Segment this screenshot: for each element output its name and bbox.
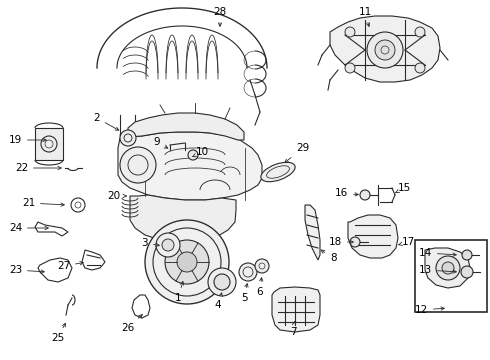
Polygon shape [118, 132, 262, 200]
Text: 6: 6 [257, 278, 263, 297]
Text: 18: 18 [329, 237, 353, 247]
Polygon shape [128, 113, 244, 140]
Text: 20: 20 [107, 191, 126, 201]
Polygon shape [305, 205, 320, 260]
Text: 17: 17 [399, 237, 415, 247]
Text: 5: 5 [241, 284, 248, 303]
Text: 25: 25 [51, 323, 65, 343]
Circle shape [177, 252, 197, 272]
Text: 27: 27 [57, 261, 83, 271]
Text: 1: 1 [175, 282, 184, 303]
Circle shape [462, 250, 472, 260]
Circle shape [442, 262, 454, 274]
Text: 21: 21 [22, 198, 64, 208]
Circle shape [145, 220, 229, 304]
Text: 13: 13 [419, 265, 456, 275]
Circle shape [350, 237, 360, 247]
Circle shape [165, 240, 209, 284]
Circle shape [415, 63, 425, 73]
Text: 15: 15 [395, 183, 411, 193]
Text: 3: 3 [142, 238, 159, 248]
Polygon shape [348, 215, 398, 258]
Text: 24: 24 [9, 223, 49, 233]
Polygon shape [130, 195, 236, 242]
Polygon shape [272, 287, 320, 332]
Text: 23: 23 [9, 265, 44, 275]
Polygon shape [425, 248, 470, 288]
Circle shape [156, 233, 180, 257]
Circle shape [415, 27, 425, 37]
Text: 14: 14 [419, 248, 456, 258]
Circle shape [345, 63, 355, 73]
Circle shape [162, 239, 174, 251]
Circle shape [255, 259, 269, 273]
Circle shape [120, 130, 136, 146]
Circle shape [120, 147, 156, 183]
Text: 7: 7 [290, 321, 296, 337]
Circle shape [345, 27, 355, 37]
Text: 9: 9 [153, 137, 168, 148]
Circle shape [367, 32, 403, 68]
Circle shape [375, 40, 395, 60]
Text: 28: 28 [213, 7, 227, 26]
Text: 22: 22 [15, 163, 61, 173]
Circle shape [188, 150, 198, 160]
Text: 29: 29 [285, 143, 309, 163]
Bar [415, 240, 487, 312]
Text: 11: 11 [358, 7, 371, 26]
Text: 2: 2 [94, 113, 119, 130]
Circle shape [239, 263, 257, 281]
Circle shape [208, 268, 236, 296]
Text: 8: 8 [321, 250, 337, 263]
Text: 16: 16 [335, 188, 358, 198]
Text: 19: 19 [9, 135, 46, 145]
Circle shape [461, 266, 473, 278]
Circle shape [436, 256, 460, 280]
Text: 26: 26 [122, 315, 142, 333]
Text: 10: 10 [193, 147, 209, 157]
Polygon shape [330, 16, 440, 82]
Ellipse shape [261, 162, 295, 182]
Bar [35, 128, 63, 160]
Circle shape [214, 274, 230, 290]
Text: 4: 4 [215, 293, 222, 310]
Circle shape [360, 190, 370, 200]
Text: 12: 12 [415, 305, 444, 315]
